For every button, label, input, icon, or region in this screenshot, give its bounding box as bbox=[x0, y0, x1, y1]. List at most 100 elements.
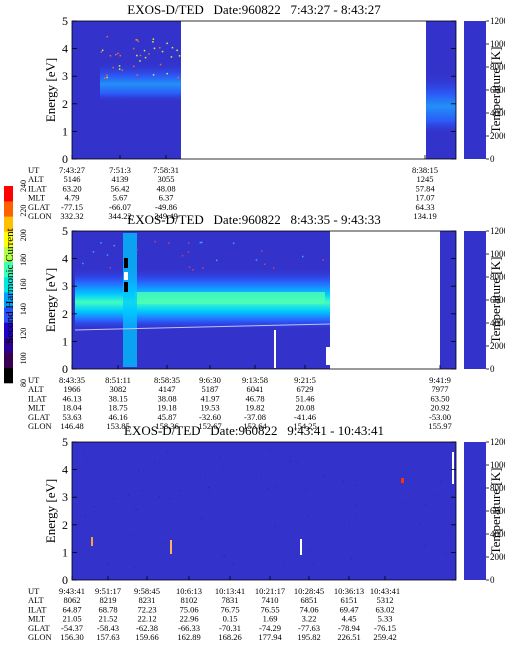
panel-1-frame bbox=[71, 20, 457, 160]
panel-3-count-point bbox=[138, 470, 140, 472]
panel-2-y-ticks: 0 1 2 3 4 5 bbox=[62, 224, 456, 376]
panel-3-count-point bbox=[309, 549, 311, 551]
panel-1-count-point bbox=[177, 76, 179, 79]
panel-3-cell-glon: 156.30 bbox=[60, 632, 83, 642]
panel-3-count-point bbox=[261, 474, 262, 476]
panel-2-cell-glat: -32.60 bbox=[199, 412, 221, 422]
panel-2-cell-glat: -53.00 bbox=[429, 412, 451, 422]
panel-2-orbit-table: UT 8:43:35 8:51:11 8:58:35 9:6:30 9:13:58 9:21… bbox=[28, 365, 452, 431]
colorbar-swatch bbox=[4, 292, 13, 308]
colorbar: 80 100 120 140 160 180 200 220 240 Second Harmon… bbox=[4, 180, 28, 387]
panel-3-count-point bbox=[356, 514, 358, 516]
panel-2-burst-marker-2 bbox=[124, 272, 128, 280]
panel-3-count-point bbox=[180, 490, 181, 492]
panel-2-vertical-burst bbox=[123, 233, 137, 367]
panel-3-count-point bbox=[450, 532, 452, 534]
panel-2-cell-mlt: 20.92 bbox=[430, 403, 449, 413]
panel-2-y2-tick-label: 4000 bbox=[490, 318, 505, 328]
panel-1-count-point bbox=[152, 38, 155, 40]
panel-3-cell-mlt: 4.45 bbox=[342, 614, 357, 624]
colorbar-swatch bbox=[4, 246, 13, 263]
panel-3-y2-tick-label: 4000 bbox=[490, 529, 505, 539]
panel-1-cell-ilat: 57.84 bbox=[415, 183, 435, 193]
panel-2-cell-mlt: 20.08 bbox=[295, 403, 314, 413]
panel-3-cell-alt: 6151 bbox=[341, 595, 358, 605]
panel-1-energy-band bbox=[100, 62, 181, 102]
panel-3-count-point bbox=[132, 534, 134, 536]
panel-3-cell-ut: 10:43:41 bbox=[370, 586, 400, 596]
panel-3-row-label-glat: GLAT bbox=[28, 623, 51, 633]
panel-1-y2-tick-label: 0 bbox=[490, 154, 495, 164]
panel-1-cell-glon: 344.22 bbox=[108, 211, 131, 221]
panel-2-y2-ticks: 0 2000 4000 6000 8000 10000 12000 bbox=[486, 226, 505, 374]
panel-1-orbit-table: UT 7:43:27 7:51:3 7:58:31 8:38:15 ALT 5146 4139… bbox=[28, 155, 438, 221]
panel-2-cell-alt: 7977 bbox=[432, 384, 449, 394]
panel-2-y-tick-label: 0 bbox=[62, 362, 68, 376]
panel-3-y-tick-label: 5 bbox=[62, 435, 68, 449]
panel-3-count-point bbox=[136, 509, 137, 510]
panel-3-y-ticks: 0 1 2 3 4 5 bbox=[62, 435, 456, 587]
panel-3-count-point bbox=[424, 545, 426, 546]
panel-3-count-point bbox=[433, 551, 435, 553]
panel-1-row-label-alt: ALT bbox=[28, 174, 45, 184]
panel-2-cell-ilat: 46.13 bbox=[62, 393, 81, 403]
panel-2-cell-alt: 5187 bbox=[202, 384, 219, 394]
panel-2-cell-ut: 9:21:5 bbox=[294, 375, 316, 385]
panel-2-count-point bbox=[322, 259, 324, 261]
panel-3-cell-glat: -76.15 bbox=[374, 623, 396, 633]
panel-2-row-label-ut: UT bbox=[28, 375, 40, 385]
panel-3: EXOS-D/TED Date:960822 9:43:41 - 10:43:4… bbox=[28, 423, 505, 642]
panel-3-cell-alt: 5312 bbox=[377, 595, 394, 605]
panel-3-count-point bbox=[166, 450, 168, 452]
panel-3-count-point bbox=[158, 496, 160, 498]
panel-2-cell-glon: 154.25 bbox=[293, 421, 316, 431]
panel-3-y2-tick-label: 12000 bbox=[490, 437, 505, 447]
panel-1-energy-band-end bbox=[426, 72, 456, 134]
panel-3-cell-ilat: 63.02 bbox=[375, 604, 394, 614]
panel-3-cell-ilat: 69.47 bbox=[339, 604, 358, 614]
panel-1-cell-mlt: 17.07 bbox=[415, 193, 434, 203]
panel-3-cell-glon: 168.26 bbox=[218, 632, 241, 642]
panel-2-y2-tick-label: 6000 bbox=[490, 295, 505, 305]
panel-2-count-point bbox=[187, 242, 190, 244]
panel-1-cell-ut: 7:43:27 bbox=[59, 165, 85, 175]
panel-2-y2-axis-label: Temperature [K] bbox=[488, 257, 503, 344]
panel-2-sparse-counts bbox=[82, 240, 324, 271]
panel-2-frame bbox=[71, 230, 457, 370]
panel-2-cell-glon: 153.85 bbox=[106, 421, 129, 431]
panel-3-count-point bbox=[305, 488, 307, 490]
colorbar-swatch bbox=[4, 352, 13, 369]
panel-3-count-point bbox=[207, 490, 209, 492]
panel-3-cell-alt: 8219 bbox=[100, 595, 117, 605]
panel-1-count-point bbox=[148, 53, 150, 55]
colorbar-swatch bbox=[4, 337, 13, 353]
panel-1-cell-mlt: 5.67 bbox=[113, 193, 128, 203]
panel-3-count-point bbox=[434, 495, 436, 497]
panel-2: EXOS-D/TED Date:960822 8:43:35 - 9:43:33… bbox=[28, 212, 505, 431]
panel-3-count-point bbox=[355, 505, 357, 507]
panel-3-count-point bbox=[127, 494, 129, 496]
panel-2-count-point bbox=[232, 242, 235, 245]
panel-1-cell-ut: 7:58:31 bbox=[153, 165, 179, 175]
colorbar-tick-label: 180 bbox=[19, 254, 28, 266]
panel-2-burst-marker-3 bbox=[124, 282, 128, 292]
panel-3-y2-tick-label: 10000 bbox=[490, 460, 505, 470]
panel-1-count-point bbox=[135, 39, 137, 41]
panel-2-cell-glon: 153.64 bbox=[243, 421, 267, 431]
panel-1-y-tick-label: 1 bbox=[62, 124, 68, 138]
panel-3-cell-alt: 7410 bbox=[262, 595, 279, 605]
panel-2-count-point bbox=[201, 241, 203, 244]
panel-3-cell-mlt: 0.15 bbox=[223, 614, 238, 624]
panel-3-row-label-alt: ALT bbox=[28, 595, 45, 605]
panel-1-cell-alt: 3055 bbox=[158, 174, 175, 184]
panel-2-cell-glon: 155.97 bbox=[428, 421, 451, 431]
panel-3-cell-glat: -70.31 bbox=[219, 623, 241, 633]
panel-2-cell-alt: 3082 bbox=[110, 384, 127, 394]
panel-3-cell-ut: 10:28:45 bbox=[294, 586, 324, 596]
panel-1-count-point bbox=[118, 65, 121, 67]
panel-1-y-tick-label: 4 bbox=[62, 42, 68, 56]
panel-2-count-point bbox=[199, 241, 202, 244]
panel-2-count-point bbox=[188, 266, 191, 268]
panel-2-y2-tick-label: 12000 bbox=[490, 226, 505, 236]
panel-2-y2-tick-label: 2000 bbox=[490, 341, 505, 351]
